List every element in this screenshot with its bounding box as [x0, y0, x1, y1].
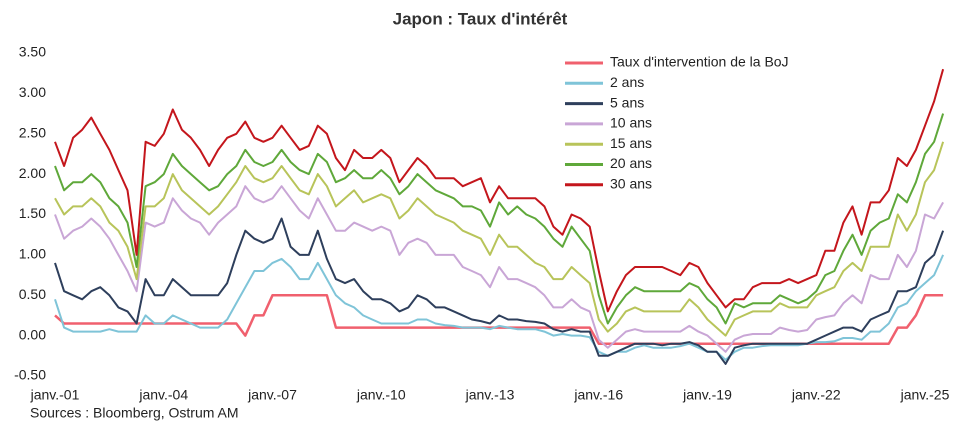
- legend-label: Taux d'intervention de la BoJ: [610, 54, 789, 70]
- y-tick-label: 0.00: [19, 326, 46, 342]
- legend-label: 5 ans: [610, 94, 644, 110]
- legend-label: 30 ans: [610, 176, 652, 192]
- x-tick-label: janv.-10: [356, 387, 406, 403]
- y-tick-label: -0.50: [14, 367, 46, 383]
- x-tick-label: janv.-01: [30, 387, 80, 403]
- y-tick-label: 3.00: [19, 84, 46, 100]
- x-tick-label: janv.-25: [900, 387, 950, 403]
- legend-label: 15 ans: [610, 135, 652, 151]
- series-line: [54, 217, 945, 365]
- x-tick-label: janv.-13: [465, 387, 515, 403]
- y-tick-label: 1.00: [19, 246, 46, 262]
- legend-label: 20 ans: [610, 155, 652, 171]
- x-tick-label: janv.-19: [682, 387, 732, 403]
- legend-label: 2 ans: [610, 74, 644, 90]
- series-line: [54, 141, 945, 337]
- series-line: [54, 68, 945, 313]
- x-tick-label: janv.-07: [247, 387, 297, 403]
- y-tick-label: 0.50: [19, 286, 46, 302]
- source-note: Sources : Bloomberg, Ostrum AM: [30, 405, 239, 421]
- series-line: [54, 185, 944, 353]
- y-tick-label: 1.50: [19, 205, 46, 221]
- x-tick-label: janv.-16: [573, 387, 623, 403]
- chart-title: Japon : Taux d'intérêt: [393, 9, 568, 28]
- x-tick-label: janv.-22: [791, 387, 841, 403]
- x-tick-label: janv.-04: [138, 387, 188, 403]
- y-tick-label: 3.50: [19, 44, 46, 60]
- y-tick-label: 2.50: [19, 124, 46, 140]
- y-tick-label: 2.00: [19, 165, 46, 181]
- series-line: [54, 113, 945, 325]
- series-line: [54, 254, 945, 361]
- legend-label: 10 ans: [610, 115, 652, 131]
